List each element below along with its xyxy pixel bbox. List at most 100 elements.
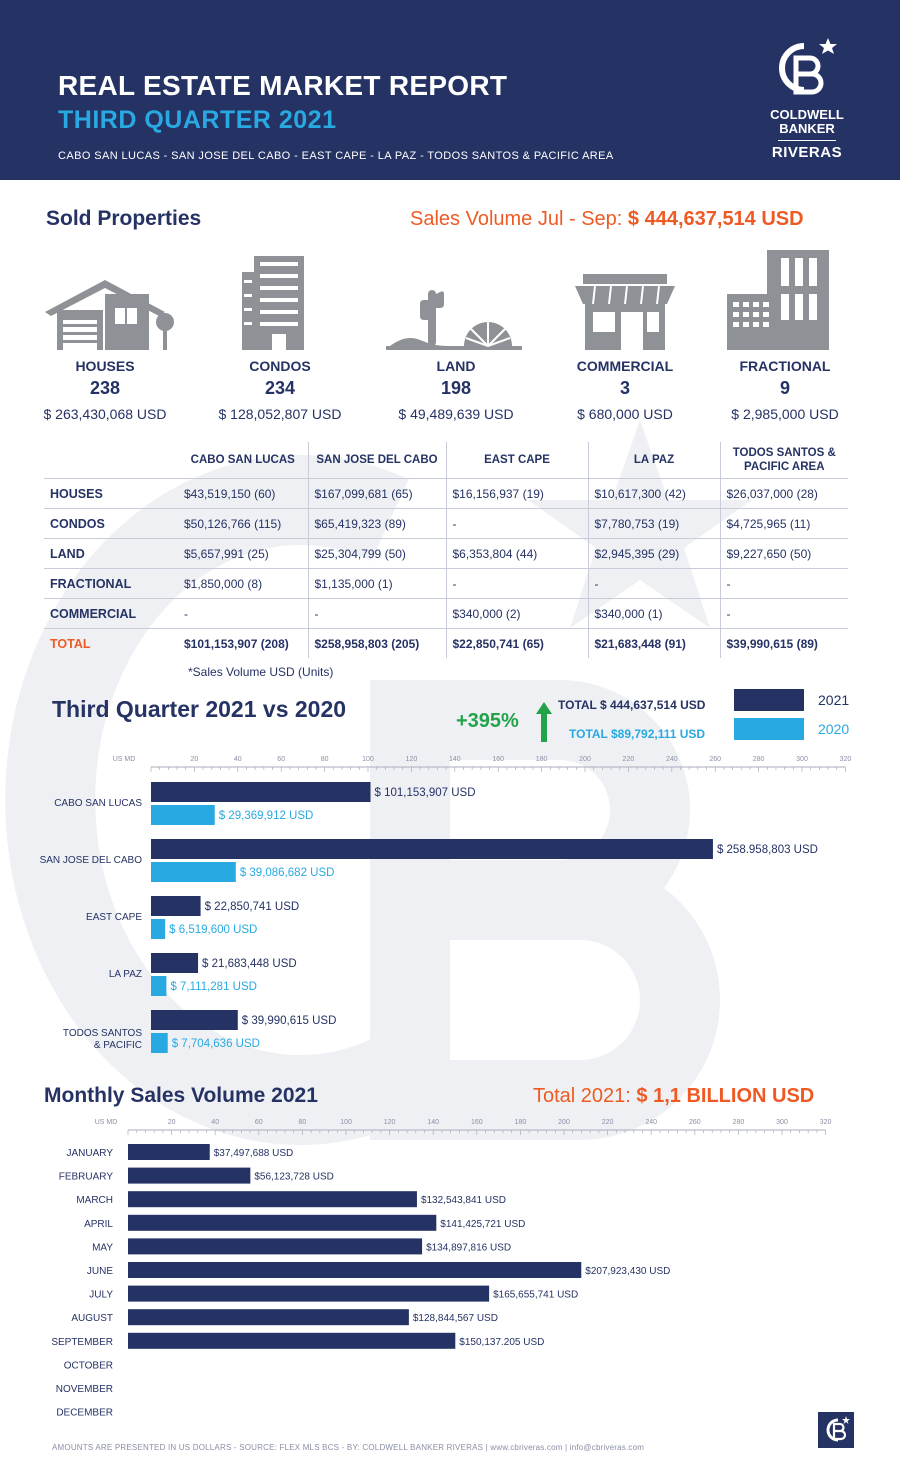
row-label: TOTAL — [44, 628, 178, 658]
cb-monogram-small-icon — [826, 1416, 850, 1442]
category-label: CABO SAN LUCAS — [54, 798, 142, 809]
condos-units: 234 — [264, 378, 296, 398]
table-cell: $5,657,991 (25) — [178, 538, 308, 569]
x-tick-label: 160 — [492, 756, 504, 763]
data-label: $150,137.205 USD — [459, 1337, 544, 1348]
report-areas: CABO SAN LUCAS - SAN JOSE DEL CABO - EAS… — [58, 150, 614, 162]
table-cell: $7,780,753 (19) — [587, 508, 720, 539]
storefront-icon — [575, 274, 675, 350]
data-label: $165,655,741 USD — [493, 1290, 578, 1301]
x-tick-label: 240 — [645, 1119, 657, 1126]
data-label: $ 21,683,448 USD — [202, 958, 297, 970]
table-cell: $1,850,000 (8) — [178, 568, 308, 599]
x-tick-label: 300 — [796, 756, 808, 763]
table-cell: $101,153,907 (208) — [178, 628, 308, 658]
bar — [151, 782, 371, 802]
x-tick-label: 300 — [776, 1119, 788, 1126]
legend-swatch-2020 — [734, 718, 804, 740]
total-2021: TOTAL $ 444,637,514 USD — [558, 698, 706, 712]
month-label: MAY — [92, 1242, 113, 1253]
month-label: APRIL — [84, 1219, 113, 1230]
month-label: FEBRUARY — [59, 1172, 114, 1183]
land-volume: $ 49,489,639 USD — [398, 406, 514, 422]
cb-small-logo — [818, 1412, 854, 1448]
x-tick-label: 20 — [168, 1119, 176, 1126]
column-header: EAST CAPE — [445, 442, 588, 479]
table-cell: $167,099,681 (65) — [307, 478, 446, 509]
month-label: DECEMBER — [56, 1408, 113, 1419]
bar — [151, 919, 166, 939]
office-buildings-icon — [727, 250, 829, 350]
table-note: *Sales Volume USD (Units) — [188, 665, 334, 679]
x-tick-label: 180 — [536, 756, 548, 763]
monthly-total-value: $ 1,1 BILLION USD — [636, 1085, 815, 1107]
table-cell: $50,126,766 (115) — [178, 508, 308, 539]
x-tick-label: 80 — [299, 1119, 307, 1126]
table-cell: - — [719, 568, 848, 599]
growth-percentage: +395% — [456, 710, 519, 732]
data-label: $134,897,816 USD — [426, 1242, 511, 1253]
x-tick-label: 320 — [840, 756, 852, 763]
data-label: $ 6,519,600 USD — [169, 924, 257, 936]
x-tick-label: 60 — [277, 756, 285, 763]
axis-unit-label: US MD — [95, 1119, 118, 1126]
table-corner — [44, 442, 178, 479]
bar — [151, 896, 201, 916]
column-header: TODOS SANTOS & PACIFIC AREA — [719, 442, 848, 479]
legend-label-2020: 2020 — [818, 721, 850, 737]
month-label: JANUARY — [67, 1148, 114, 1159]
row-label: FRACTIONAL — [44, 568, 178, 599]
bar — [128, 1167, 251, 1184]
bar — [151, 1033, 168, 1053]
x-tick-label: 20 — [191, 756, 199, 763]
data-label: $207,923,430 USD — [585, 1266, 670, 1277]
x-tick-label: 240 — [666, 756, 678, 763]
data-label: $128,844,567 USD — [413, 1313, 498, 1324]
table-cell: $25,304,799 (50) — [307, 538, 446, 569]
houses-units: 238 — [89, 378, 121, 398]
x-tick-label: 160 — [471, 1119, 483, 1126]
row-label: HOUSES — [44, 478, 178, 509]
bar — [151, 862, 236, 882]
x-tick-label: 140 — [449, 756, 461, 763]
month-label: SEPTEMBER — [51, 1337, 113, 1348]
data-label: $ 258.958,803 USD — [717, 844, 818, 856]
fractional-label: FRACTIONAL — [739, 358, 831, 374]
logo-text-line1: COLDWELL — [770, 107, 844, 122]
table-row: FRACTIONAL $1,850,000 (8) $1,135,000 (1)… — [44, 568, 848, 599]
data-label: $ 29,369,912 USD — [219, 810, 314, 822]
bar — [128, 1262, 582, 1278]
table-cell: $39,990,615 (89) — [719, 628, 848, 658]
table-row: COMMERCIAL - - $340,000 (2) $340,000 (1)… — [44, 598, 848, 629]
table-cell: $43,519,150 (60) — [178, 478, 308, 509]
report-title: REAL ESTATE MARKET REPORT — [58, 70, 508, 101]
month-label: AUGUST — [71, 1313, 113, 1324]
house-icon — [45, 280, 174, 350]
x-tick-label: 100 — [362, 756, 374, 763]
x-tick-label: 260 — [689, 1119, 701, 1126]
houses-label: HOUSES — [75, 358, 135, 374]
sales-volume-line: Sales Volume Jul - Sep: $ 444,637,514 US… — [410, 208, 804, 231]
bar — [128, 1191, 417, 1208]
table-header-row: CABO SAN LUCAS SAN JOSE DEL CABO EAST CA… — [44, 442, 848, 479]
legend-label-2021: 2021 — [818, 692, 850, 708]
category-label: & PACIFIC — [94, 1040, 142, 1051]
report-header: REAL ESTATE MARKET REPORT THIRD QUARTER … — [0, 0, 900, 180]
data-label: $ 7,704,636 USD — [172, 1038, 260, 1050]
logo-text-line3: RIVERAS — [771, 144, 843, 161]
column-header: CABO SAN LUCAS — [190, 454, 295, 466]
bar — [128, 1214, 437, 1231]
bar — [128, 1332, 456, 1349]
table-cell: - — [178, 598, 308, 629]
table-cell: $21,683,448 (91) — [587, 628, 720, 658]
land-label: LAND — [436, 358, 476, 374]
condo-building-icon — [242, 256, 304, 350]
month-label: NOVEMBER — [56, 1384, 113, 1395]
x-tick-label: 120 — [384, 1119, 396, 1126]
x-tick-label: 200 — [579, 756, 591, 763]
table-row: LAND $5,657,991 (25) $25,304,799 (50) $6… — [44, 538, 848, 569]
monthly-total-label: Total 2021: — [533, 1085, 631, 1107]
data-label: $ 22,850,741 USD — [205, 901, 300, 913]
month-label: OCTOBER — [64, 1360, 113, 1371]
data-label: $37,497,688 USD — [214, 1148, 294, 1159]
